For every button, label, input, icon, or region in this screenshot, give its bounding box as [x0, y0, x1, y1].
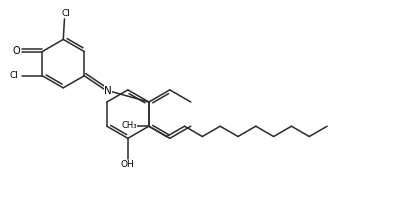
Text: N: N: [104, 86, 112, 96]
Text: Cl: Cl: [10, 71, 19, 80]
Text: O: O: [13, 46, 20, 56]
Text: CH₃: CH₃: [121, 121, 137, 130]
Text: Cl: Cl: [62, 9, 71, 18]
Text: OH: OH: [121, 160, 135, 169]
